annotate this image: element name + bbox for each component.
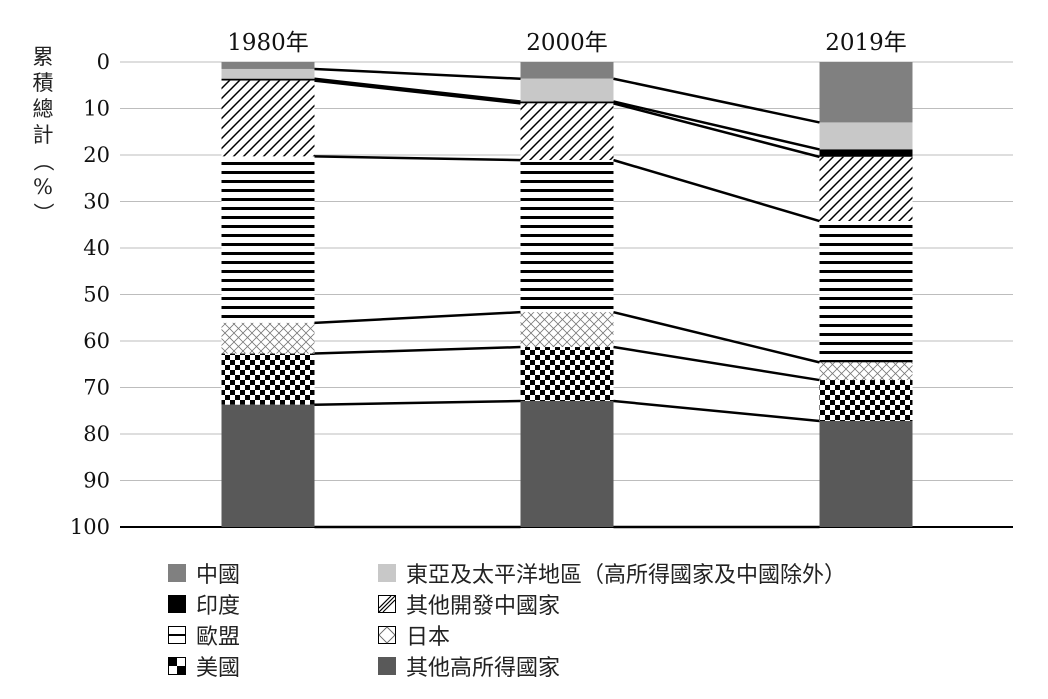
y-tick-label: 100 [70, 515, 110, 539]
legend-label: 印度 [196, 594, 241, 619]
bar-segment [819, 420, 913, 527]
connector-line [314, 310, 521, 325]
bar-segment [221, 353, 315, 405]
legend-swatch [378, 657, 396, 675]
connector-line [613, 102, 820, 159]
legend-swatch [168, 657, 186, 675]
legend-label: 東亞及太平洋地區（高所得國家及中國除外） [406, 563, 847, 588]
bar-segment [221, 80, 315, 157]
category-labels: 1980年 2000年 2019年 [227, 30, 907, 56]
category-label: 2019年 [825, 30, 907, 56]
legend-item: 印度 [168, 591, 241, 619]
bar-segment [819, 149, 913, 157]
y-tick-label: 30 [83, 190, 110, 214]
y-axis-label-char: 計 [32, 123, 54, 147]
connector-line [613, 158, 820, 223]
legend-label: 歐盟 [196, 625, 241, 650]
bar-segment [819, 221, 913, 363]
legend-item: 其他開發中國家 [378, 591, 561, 619]
stacked-bar-chart: 0 10 20 30 40 50 60 70 80 90 100 1980年 2000年 2019年 [70, 30, 1013, 539]
connector-line [613, 310, 820, 364]
y-axis-label-char: % [33, 175, 53, 199]
y-tick-label: 50 [83, 283, 110, 307]
legend-item: 日本 [378, 622, 451, 650]
bar-segment [819, 362, 913, 381]
category-label: 2000年 [526, 30, 608, 56]
legend-swatch [168, 564, 186, 582]
bar-segment [520, 101, 614, 104]
legend-item: 美國 [168, 653, 241, 681]
y-tick-label: 0 [97, 50, 110, 74]
connector-line [314, 155, 521, 162]
legend-swatch [168, 595, 186, 613]
bar-segment [520, 103, 614, 161]
y-axis-label-char: ） [31, 202, 55, 224]
bar-segment [819, 380, 913, 421]
bar-segment [221, 62, 315, 69]
connector-line [314, 399, 521, 406]
category-label: 1980年 [227, 30, 309, 56]
bar-segment [520, 347, 614, 401]
legend-label: 其他高所得國家 [406, 656, 561, 681]
bar-segment [819, 156, 913, 222]
y-tick-label: 60 [83, 329, 110, 353]
bar-segment [221, 156, 315, 323]
legend: 中國 東亞及太平洋地區（高所得國家及中國除外） 印度 其他開發中國家歐盟 日本美國 其他高… [0, 558, 1048, 688]
bars [221, 62, 913, 527]
connector-line [613, 77, 820, 124]
y-axis-label-char: 累 [32, 45, 54, 69]
y-tick-label: 70 [83, 376, 110, 400]
legend-item: 中國 [168, 560, 241, 588]
y-tick-label: 40 [83, 236, 110, 260]
bar-segment [221, 78, 315, 81]
connector-line [314, 79, 521, 105]
bar-segment [520, 312, 614, 348]
legend-item: 歐盟 [168, 622, 241, 650]
y-axis-label-char: （ [31, 150, 55, 172]
y-tick-label: 10 [83, 97, 110, 121]
bar-segment [520, 62, 614, 79]
y-tick-label: 80 [83, 422, 110, 446]
y-axis-label: 累積總計 （% ） [28, 44, 58, 226]
connector-line [314, 345, 521, 355]
connector-line [613, 399, 820, 423]
y-axis-label-char: 總 [32, 97, 54, 121]
legend-label: 美國 [196, 656, 241, 681]
bar-segment [520, 400, 614, 527]
bar-segment [520, 78, 614, 102]
legend-label: 中國 [196, 563, 241, 588]
bar-segment [520, 160, 614, 313]
bar-segment [221, 404, 315, 527]
legend-swatch [168, 626, 186, 644]
legend-swatch [378, 626, 396, 644]
connector-lines [314, 67, 820, 529]
bar-segment [819, 62, 913, 123]
legend-swatch [378, 564, 396, 582]
bar-segment [221, 68, 315, 79]
connector-line [314, 67, 521, 80]
bar-segment [221, 322, 315, 354]
y-tick-label: 90 [83, 469, 110, 493]
connector-line [314, 77, 521, 103]
legend-label: 日本 [406, 625, 451, 650]
connector-line [613, 345, 820, 382]
legend-swatch [378, 595, 396, 613]
legend-label: 其他開發中國家 [406, 594, 561, 619]
y-tick-label: 20 [83, 143, 110, 167]
legend-item: 其他高所得國家 [378, 653, 561, 681]
connector-line [613, 100, 820, 151]
y-tick-labels: 0 10 20 30 40 50 60 70 80 90 100 [70, 50, 110, 539]
y-axis-label-char: 積 [32, 71, 54, 95]
bar-segment [819, 122, 913, 150]
legend-item: 東亞及太平洋地區（高所得國家及中國除外） [378, 560, 847, 588]
